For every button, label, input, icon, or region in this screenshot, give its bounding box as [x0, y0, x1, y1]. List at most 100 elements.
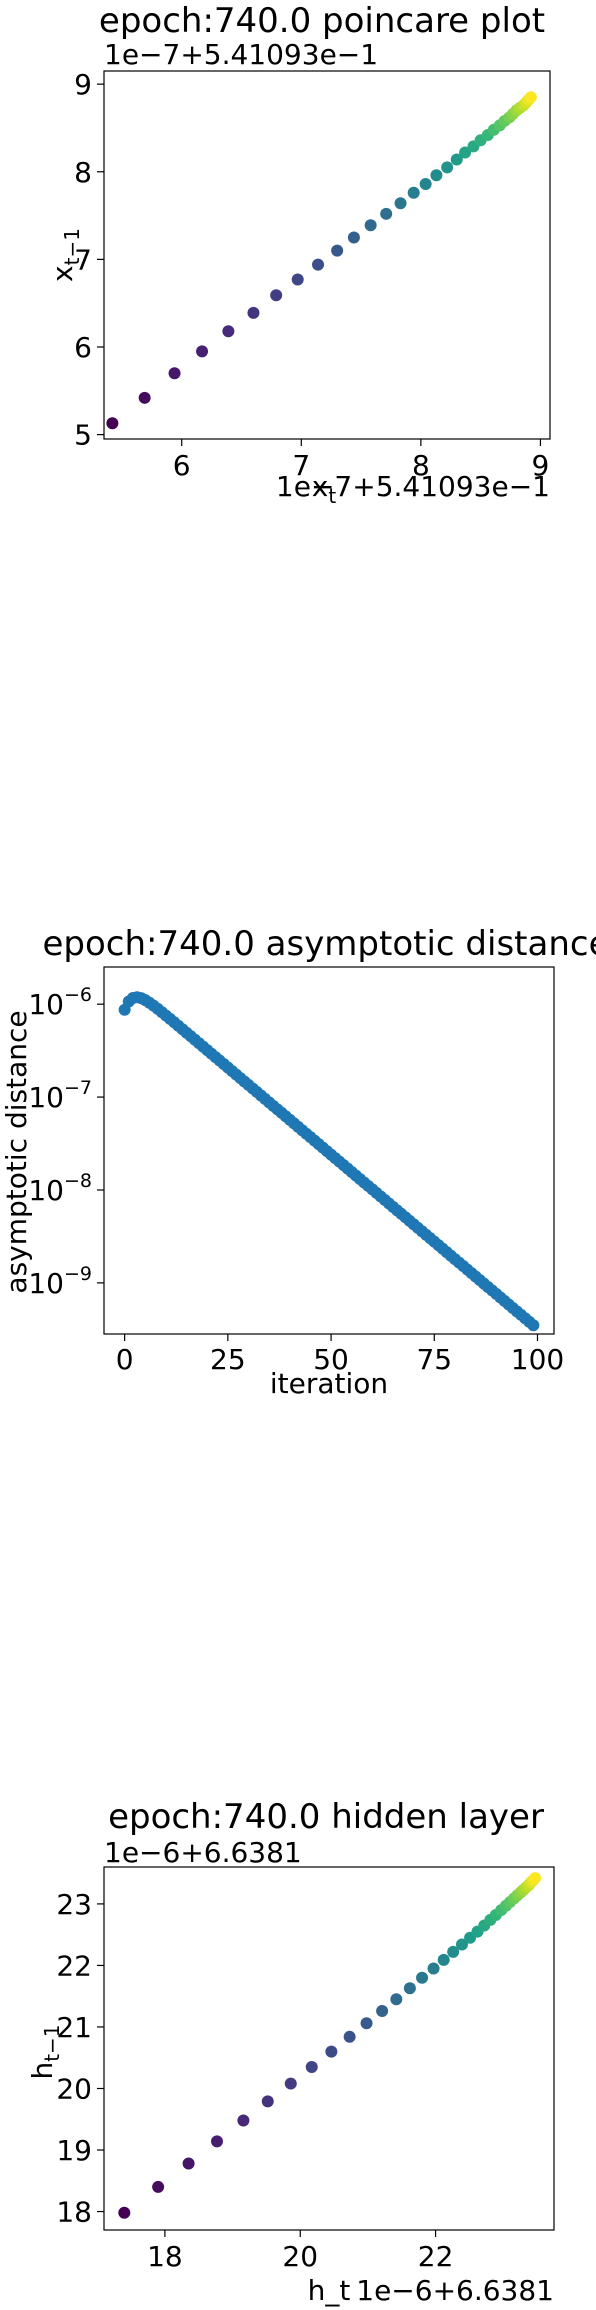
poincare-point — [312, 258, 325, 271]
hidden-point — [211, 2135, 224, 2148]
hidden-point — [237, 2114, 250, 2127]
poincare-y-label-subscript: t−1 — [60, 228, 84, 265]
poincare-y-label: xt−1 — [46, 228, 84, 282]
poincare-point — [331, 244, 344, 257]
hidden-y-offset-text: 1e−6+6.6381 — [104, 1836, 302, 1869]
poincare-point — [196, 345, 209, 358]
poincare-plot-panel: epoch:740.0 poincare plot 1e−7+5.41093e−… — [46, 1, 551, 508]
asymptotic-y-tick-base: 10 — [28, 1174, 64, 1207]
asymptotic-x-tick-label: 75 — [416, 1343, 452, 1376]
poincare-point — [394, 197, 407, 210]
hidden-point — [376, 2004, 389, 2017]
asymptotic-y-tick-base: 10 — [28, 1267, 64, 1300]
poincare-point — [430, 169, 443, 182]
asymptotic-distance-title: epoch:740.0 asymptotic distance — [43, 924, 596, 964]
asymptotic-points — [118, 991, 540, 1332]
asymptotic-y-tick-base: 10 — [28, 1081, 64, 1114]
poincare-point — [380, 207, 393, 220]
hidden-point — [447, 1945, 460, 1958]
hidden-point — [360, 2017, 373, 2030]
asymptotic-y-tick-exponent: −9 — [64, 1263, 92, 1285]
poincare-point — [106, 417, 119, 430]
hidden-point — [437, 1953, 450, 1966]
asymptotic-y-tick-exponent: −7 — [64, 1077, 92, 1099]
poincare-point — [450, 153, 463, 166]
hidden-point — [325, 2045, 338, 2058]
poincare-plot-area — [103, 70, 551, 440]
hidden-x-offset-text: 1e−6+6.6381 — [356, 2274, 554, 2307]
hidden-points — [118, 1872, 542, 2219]
hidden-point — [118, 2206, 131, 2219]
poincare-point — [138, 391, 151, 404]
asymptotic-y-tick-label: 10−6 — [28, 984, 92, 1021]
asymptotic-x-tick-label: 0 — [116, 1343, 134, 1376]
poincare-point — [419, 178, 432, 191]
hidden-point — [416, 1971, 429, 1984]
poincare-ticks: 6 7 8 9 5 6 7 8 9 — [74, 68, 549, 482]
asymptotic-y-tick-exponent: −6 — [64, 984, 92, 1006]
asymptotic-y-tick-exponent: −8 — [64, 1170, 92, 1192]
poincare-y-offset-text: 1e−7+5.41093e−1 — [104, 38, 378, 71]
poincare-point — [459, 146, 472, 159]
asymptotic-point — [527, 1319, 540, 1332]
hidden-x-tick-label: 20 — [282, 2240, 318, 2273]
poincare-point — [291, 273, 304, 286]
poincare-x-tick-label: 6 — [173, 449, 191, 482]
poincare-point — [222, 325, 235, 338]
hidden-y-tick-label: 18 — [56, 2196, 92, 2229]
hidden-layer-title: epoch:740.0 hidden layer — [108, 1797, 544, 1837]
poincare-point — [247, 306, 260, 319]
poincare-x-offset-text: 1e−7+5.41093e−1 — [276, 470, 550, 503]
hidden-point — [455, 1938, 468, 1951]
hidden-plot-area — [103, 1866, 555, 2231]
poincare-x-tick-label: 9 — [532, 449, 550, 482]
hidden-y-tick-label: 19 — [56, 2134, 92, 2167]
asymptotic-x-tick-label: 25 — [210, 1343, 246, 1376]
poincare-y-tick-label: 9 — [74, 68, 92, 101]
poincare-point — [347, 231, 360, 244]
poincare-y-tick-label: 5 — [74, 419, 92, 452]
hidden-y-tick-label: 21 — [56, 2011, 92, 2044]
asymptotic-x-tick-label: 50 — [313, 1343, 349, 1376]
hidden-point — [403, 1982, 416, 1995]
asymptotic-y-tick-base: 10 — [28, 988, 64, 1021]
hidden-point — [529, 1872, 542, 1885]
poincare-y-tick-label: 6 — [74, 331, 92, 364]
hidden-point — [261, 2095, 274, 2108]
poincare-points — [106, 91, 537, 430]
hidden-point — [182, 2157, 195, 2170]
asymptotic-y-tick-label: 10−9 — [28, 1263, 92, 1300]
hidden-y-tick-label: 20 — [56, 2072, 92, 2105]
poincare-point — [364, 219, 377, 232]
hidden-x-tick-label: 22 — [418, 2240, 454, 2273]
hidden-y-label: ht−1 — [26, 2024, 64, 2079]
hidden-point — [390, 1993, 403, 2006]
hidden-y-tick-label: 23 — [56, 1888, 92, 1921]
hidden-ticks: 18 20 22 18 19 20 21 22 23 — [56, 1888, 453, 2273]
hidden-x-tick-label: 18 — [147, 2240, 183, 2273]
hidden-point — [152, 2180, 165, 2193]
asymptotic-plot-area — [103, 966, 555, 1335]
poincare-x-label-subscript: t — [328, 484, 336, 508]
asymptotic-y-tick-label: 10−8 — [28, 1170, 92, 1207]
poincare-point — [407, 186, 420, 199]
asymptotic-y-tick-label: 10−7 — [28, 1077, 92, 1114]
poincare-y-tick-label: 7 — [74, 243, 92, 276]
hidden-point — [427, 1962, 440, 1975]
hidden-point — [284, 2077, 297, 2090]
hidden-point — [343, 2030, 356, 2043]
asymptotic-x-label: iteration — [270, 1367, 388, 1400]
poincare-plot-title: epoch:740.0 poincare plot — [99, 1, 545, 41]
asymptotic-distance-panel: epoch:740.0 asymptotic distance 0 25 50 75 1… — [0, 924, 596, 1400]
poincare-point — [270, 289, 283, 302]
poincare-point — [524, 91, 537, 104]
hidden-layer-panel: epoch:740.0 hidden layer 1e−6+6.6381 18 2… — [26, 1797, 555, 2307]
hidden-y-label-subscript: t−1 — [40, 2024, 64, 2061]
poincare-y-tick-label: 8 — [74, 156, 92, 189]
poincare-point — [441, 161, 454, 174]
poincare-x-tick-label: 8 — [412, 449, 430, 482]
hidden-y-tick-label: 22 — [56, 1949, 92, 1982]
hidden-point — [305, 2060, 318, 2073]
